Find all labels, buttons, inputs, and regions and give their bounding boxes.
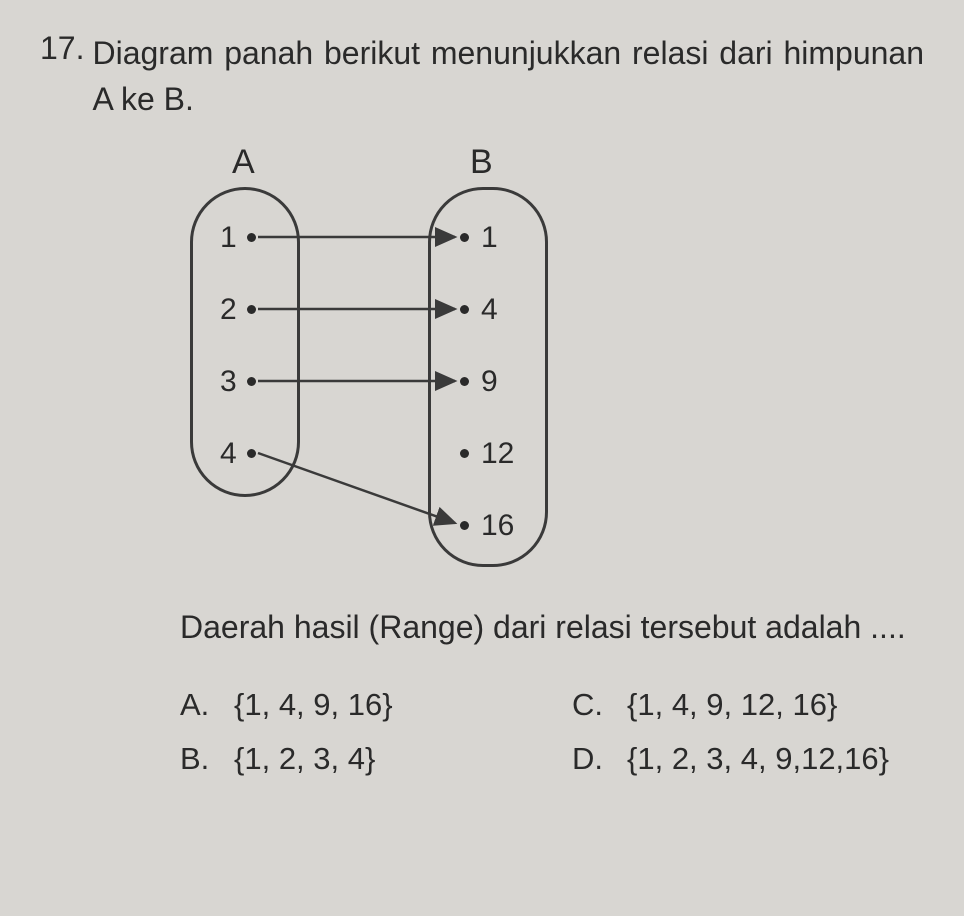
dot-icon	[247, 305, 256, 314]
question-header: 17. Diagram panah berikut menunjukkan re…	[40, 30, 924, 123]
set-a-item: 3	[220, 365, 256, 399]
set-b-item: 9	[460, 365, 498, 399]
dot-icon	[460, 305, 469, 314]
set-a-value: 4	[220, 437, 237, 471]
set-a-item: 2	[220, 293, 256, 327]
option-value: {1, 4, 9, 16}	[234, 687, 393, 723]
dot-icon	[247, 233, 256, 242]
dot-icon	[460, 233, 469, 242]
set-b-item: 16	[460, 509, 514, 543]
dot-icon	[460, 449, 469, 458]
option-label: A.	[180, 687, 210, 723]
option-label: B.	[180, 741, 210, 777]
set-a-value: 1	[220, 221, 237, 255]
set-b-value: 1	[481, 221, 498, 255]
options-grid: A. {1, 4, 9, 16} C. {1, 4, 9, 12, 16} B.…	[180, 687, 924, 777]
set-a-item: 4	[220, 437, 256, 471]
set-a-label: A	[232, 143, 255, 182]
option-c[interactable]: C. {1, 4, 9, 12, 16}	[572, 687, 924, 723]
set-b-value: 16	[481, 509, 514, 543]
set-b-value: 12	[481, 437, 514, 471]
set-a-item: 1	[220, 221, 256, 255]
set-b-item: 4	[460, 293, 498, 327]
set-b-label: B	[470, 143, 493, 182]
set-a-value: 2	[220, 293, 237, 327]
option-d[interactable]: D. {1, 2, 3, 4, 9,12,16}	[572, 741, 924, 777]
dot-icon	[460, 377, 469, 386]
dot-icon	[460, 521, 469, 530]
option-label: C.	[572, 687, 603, 723]
range-question-text: Daerah hasil (Range) dari relasi tersebu…	[180, 603, 924, 651]
set-b-value: 9	[481, 365, 498, 399]
question-text: Diagram panah berikut menunjukkan relasi…	[92, 30, 924, 123]
option-b[interactable]: B. {1, 2, 3, 4}	[180, 741, 532, 777]
set-b-value: 4	[481, 293, 498, 327]
option-value: {1, 2, 3, 4}	[234, 741, 375, 777]
option-value: {1, 2, 3, 4, 9,12,16}	[627, 741, 889, 777]
set-b-item: 12	[460, 437, 514, 471]
set-a-value: 3	[220, 365, 237, 399]
option-a[interactable]: A. {1, 4, 9, 16}	[180, 687, 532, 723]
option-value: {1, 4, 9, 12, 16}	[627, 687, 837, 723]
arrow-diagram: A B 1 2 3 4 1 4 9 12 16	[180, 143, 620, 573]
set-b-item: 1	[460, 221, 498, 255]
dot-icon	[247, 377, 256, 386]
option-label: D.	[572, 741, 603, 777]
question-number: 17.	[40, 30, 84, 67]
dot-icon	[247, 449, 256, 458]
